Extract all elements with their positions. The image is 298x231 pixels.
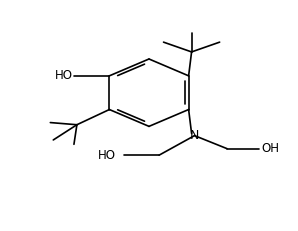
Text: HO: HO <box>55 69 72 82</box>
Text: HO: HO <box>98 149 116 162</box>
Text: OH: OH <box>261 142 279 155</box>
Text: N: N <box>190 129 199 142</box>
